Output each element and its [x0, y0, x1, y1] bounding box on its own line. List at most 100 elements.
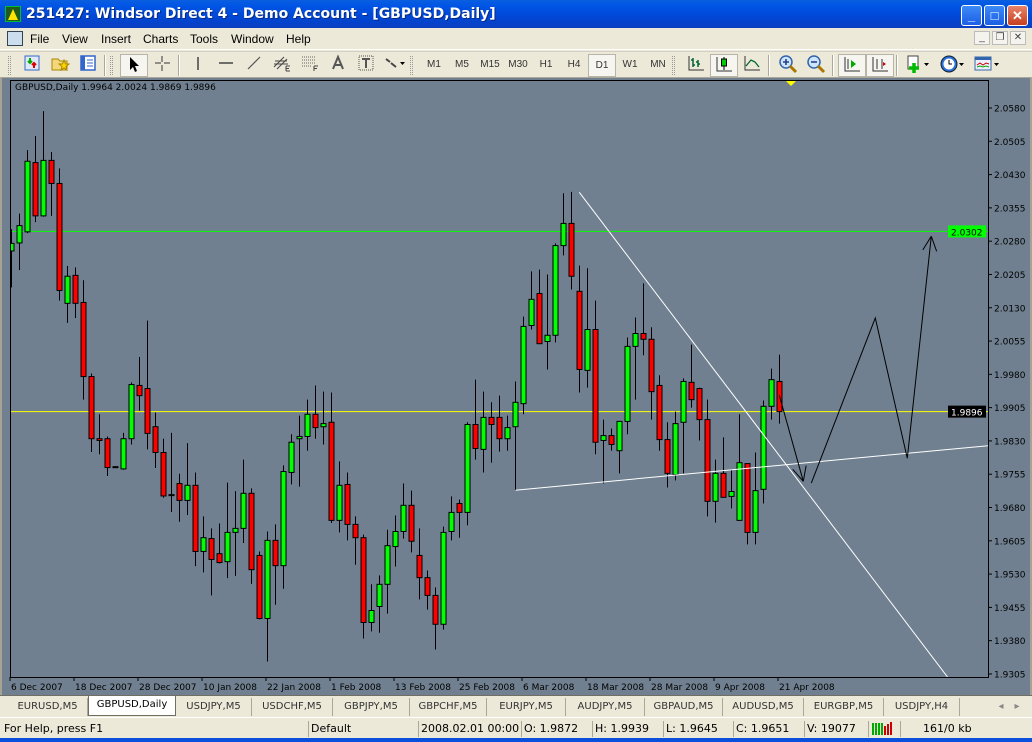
- chart-tab[interactable]: EURGBP,M5: [804, 698, 884, 716]
- candle: [312, 385, 319, 439]
- chart-tab[interactable]: EURJPY,M5: [487, 698, 566, 716]
- text-label-icon: [357, 54, 375, 80]
- chart-tab[interactable]: GBPAUD,M5: [645, 698, 723, 716]
- candle-body: [424, 577, 431, 596]
- periods-dropdown-button[interactable]: [936, 54, 970, 77]
- chart-tab[interactable]: GBPJPY,M5: [333, 698, 410, 716]
- equidistant-channel-button[interactable]: [268, 54, 296, 77]
- fibonacci-button[interactable]: [296, 54, 324, 77]
- timeframe-m1-button[interactable]: M1: [427, 59, 441, 70]
- candle-body: [624, 345, 631, 422]
- plot-area[interactable]: [9, 111, 988, 677]
- menu-insert[interactable]: Insert: [101, 32, 132, 46]
- chart-tab[interactable]: AUDUSD,M5: [723, 698, 804, 716]
- candle: [416, 528, 423, 600]
- arrows-dropdown-button[interactable]: [380, 54, 410, 77]
- chart-shift-marker-icon[interactable]: [786, 81, 796, 86]
- resistance-trendline-path[interactable]: [578, 192, 948, 677]
- chart-tab[interactable]: USDCHF,M5: [252, 698, 333, 716]
- toolbar-grip[interactable]: [410, 56, 413, 75]
- date-tick-label: 6 Mar 2008: [523, 683, 575, 693]
- timeframe-h1-button[interactable]: H1: [539, 59, 553, 70]
- chart-tab[interactable]: USDJPY,M5: [176, 698, 252, 716]
- cursor-button[interactable]: [120, 54, 148, 77]
- timeframe-m30-button[interactable]: M30: [508, 59, 528, 70]
- indicators-dropdown-button[interactable]: [902, 54, 936, 77]
- indicators-dropdown-icon: [905, 54, 933, 82]
- candle: [608, 428, 615, 451]
- horizontal-line-button[interactable]: [212, 54, 240, 77]
- toolbar-grip[interactable]: [8, 56, 11, 75]
- chart-tab[interactable]: EURUSD,M5: [8, 698, 88, 716]
- date-tick-label: 10 Jan 2008: [203, 683, 257, 693]
- chart-minimize-button[interactable]: _: [974, 31, 990, 45]
- price-tick-label: 1.9605: [994, 537, 1026, 547]
- new-chart-button[interactable]: [18, 54, 46, 77]
- price-tick-label: 1.9980: [994, 371, 1026, 381]
- chart-restore-button[interactable]: ❐: [992, 31, 1008, 45]
- timeframe-m5-button[interactable]: M5: [455, 59, 469, 70]
- navigator-button[interactable]: [74, 54, 102, 77]
- status-profile[interactable]: Default: [308, 721, 416, 737]
- chart-window[interactable]: 2.0580 2.0505 2.0430 2.0355 2.0280 2.0205 2.01…: [0, 78, 1032, 695]
- zoom-out-button[interactable]: [802, 54, 830, 77]
- timeframe-w1-button[interactable]: W1: [622, 59, 638, 70]
- price-chart[interactable]: 2.0580 2.0505 2.0430 2.0355 2.0280 2.0205 2.01…: [2, 78, 1030, 695]
- candle-body: [272, 539, 279, 567]
- horizontal-line-price-label-bg: [948, 225, 986, 238]
- periods-dropdown-icon: [939, 54, 967, 82]
- chart-tab[interactable]: AUDJPY,M5: [566, 698, 645, 716]
- menu-file[interactable]: File: [30, 32, 50, 46]
- candle: [72, 267, 79, 318]
- chart-tab[interactable]: GBPUSD,Daily: [88, 696, 176, 716]
- auto-scroll-button[interactable]: [838, 54, 866, 77]
- menu-window[interactable]: Window: [231, 32, 274, 46]
- down-arrow-drawing-path[interactable]: [778, 395, 804, 482]
- chart-close-button[interactable]: ✕: [1010, 31, 1026, 45]
- candle-body: [280, 471, 287, 567]
- vertical-line-button[interactable]: [184, 54, 212, 77]
- menu-view[interactable]: View: [62, 32, 88, 46]
- support-trendline[interactable]: [515, 445, 988, 491]
- candle: [576, 265, 583, 393]
- timeframe-m15-button[interactable]: M15: [480, 59, 500, 70]
- chart-window-icon[interactable]: [7, 31, 23, 46]
- crosshair-button[interactable]: [148, 54, 176, 77]
- candle: [136, 357, 143, 411]
- line-chart-button[interactable]: [738, 54, 766, 77]
- bar-chart-button[interactable]: [682, 54, 710, 77]
- trendline-button[interactable]: [240, 54, 268, 77]
- tab-scroll-right-button[interactable]: ▸: [1014, 701, 1020, 712]
- text-button[interactable]: [324, 54, 352, 77]
- candle: [688, 344, 695, 408]
- price-tick-label: 2.0580: [994, 105, 1026, 115]
- candlestick-chart-button[interactable]: [710, 54, 738, 77]
- timeframe-d1-button[interactable]: D1: [588, 54, 616, 77]
- down-arrow-drawing[interactable]: [778, 395, 807, 482]
- toolbar-grip[interactable]: [110, 56, 113, 75]
- close-button[interactable]: ✕: [1007, 5, 1028, 26]
- maximize-button[interactable]: □: [984, 5, 1005, 26]
- menu-tools[interactable]: Tools: [190, 32, 219, 46]
- tab-scroll-left-button[interactable]: ◂: [998, 701, 1004, 712]
- menu-help[interactable]: Help: [286, 32, 311, 46]
- text-label-button[interactable]: [352, 54, 380, 77]
- chart-tab[interactable]: USDJPY,H4: [884, 698, 960, 716]
- chart-tab[interactable]: GBPCHF,M5: [410, 698, 487, 716]
- minimize-button[interactable]: _: [961, 5, 982, 26]
- templates-dropdown-button[interactable]: [970, 54, 1004, 77]
- timeframe-mn-button[interactable]: MN: [650, 59, 666, 70]
- candle: [656, 375, 663, 451]
- zigzag-forecast-drawing[interactable]: [810, 236, 938, 484]
- zoom-in-button[interactable]: [774, 54, 802, 77]
- menu-charts[interactable]: Charts: [143, 32, 179, 46]
- chart-shift-button[interactable]: [866, 54, 894, 77]
- zigzag-forecast-drawing-path[interactable]: [810, 236, 932, 484]
- candle-body: [728, 491, 735, 497]
- profiles-button[interactable]: [46, 54, 74, 77]
- support-trendline-path[interactable]: [515, 445, 988, 491]
- resistance-trendline[interactable]: [578, 192, 948, 677]
- zoom-in-icon: [778, 54, 798, 82]
- timeframe-h4-button[interactable]: H4: [567, 59, 581, 70]
- toolbar-grip[interactable]: [672, 56, 675, 75]
